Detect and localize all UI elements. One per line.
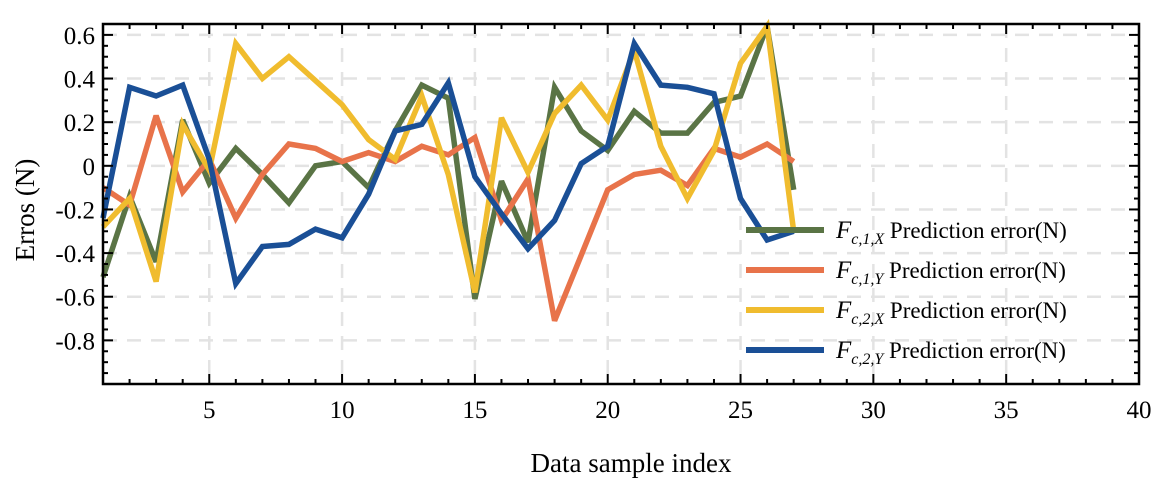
y-tick-label: 0.4 <box>64 67 96 94</box>
series-line-1 <box>100 25 797 300</box>
legend-entry-1: Fc,1,X Prediction error(N) <box>835 217 1067 248</box>
series-line-4 <box>100 36 795 291</box>
legend-entry-4: Fc,2,Y Prediction error(N) <box>835 337 1066 368</box>
x-tick-label: 5 <box>203 397 216 424</box>
y-tick-label: 0 <box>83 154 96 181</box>
y-tick-label: -0.4 <box>55 241 95 268</box>
x-axis-label: Data sample index <box>531 448 732 478</box>
y-tick-label: -0.8 <box>55 328 95 355</box>
x-tick-label: 10 <box>330 397 355 424</box>
axes <box>101 22 1141 386</box>
y-tick-label: -0.6 <box>55 285 95 312</box>
tick-labels: 5 10 15 20 25 30 35 40 -0.8 -0.6 -0.4 -0.2 0 0.2 0.4 0.… <box>55 23 1151 424</box>
x-tick-label: 40 <box>1127 397 1152 424</box>
plot-frame <box>101 22 1141 386</box>
x-tick-label: 35 <box>994 397 1019 424</box>
y-axis-label: Erros (N) <box>10 159 40 262</box>
x-tick-label: 15 <box>462 397 487 424</box>
series-line-3 <box>100 18 797 294</box>
y-tick-label: 0.6 <box>64 23 95 50</box>
legend-entry-3: Fc,2,X Prediction error(N) <box>835 297 1067 328</box>
legend: Fc,1,X Prediction error(N) Fc,1,Y Predict… <box>746 217 1067 368</box>
x-tick-label: 30 <box>861 397 886 424</box>
y-tick-label: 0.2 <box>64 110 95 137</box>
series-lines <box>100 18 797 322</box>
x-tick-label: 25 <box>728 397 753 424</box>
y-tick-label: -0.2 <box>55 197 95 224</box>
legend-entry-2: Fc,1,Y Prediction error(N) <box>835 257 1066 288</box>
x-tick-label: 20 <box>595 397 620 424</box>
